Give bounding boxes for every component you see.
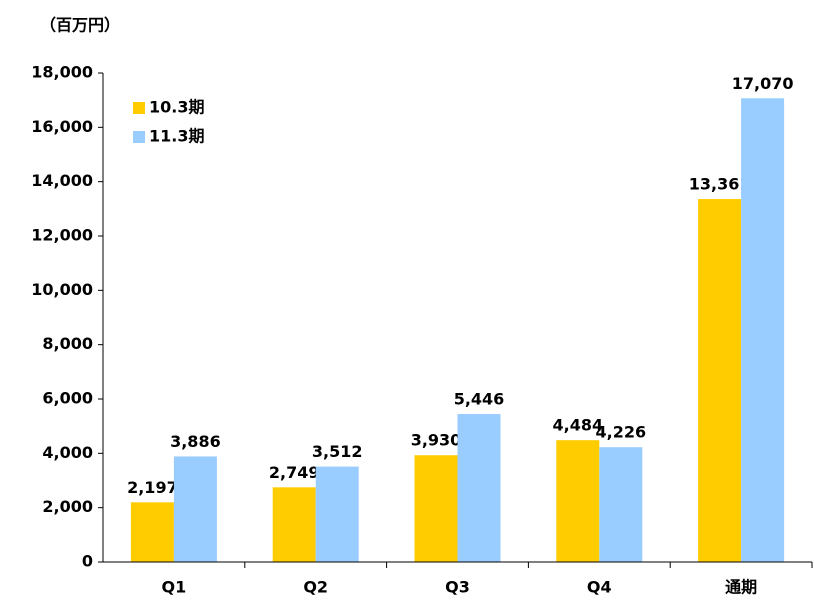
data-label: 4,484 <box>552 416 603 435</box>
bar <box>272 487 316 562</box>
data-label: 17,070 <box>732 74 794 93</box>
bar <box>698 199 742 562</box>
legend-label: 10.3期 <box>149 98 204 117</box>
x-tick-label: Q3 <box>445 578 470 597</box>
y-tick-label: 0 <box>82 552 93 571</box>
bar <box>414 455 458 562</box>
y-tick-label: 16,000 <box>31 117 93 136</box>
bar <box>741 98 785 562</box>
data-label: 13,361 <box>689 175 751 194</box>
bar <box>556 440 600 562</box>
data-label: 5,446 <box>454 390 505 409</box>
y-tick-label: 2,000 <box>42 497 93 516</box>
legend-swatch <box>133 131 145 143</box>
y-tick-label: 10,000 <box>31 280 93 299</box>
bar <box>599 447 643 562</box>
data-label: 2,197 <box>127 478 178 497</box>
x-tick-label: 通期 <box>725 578 757 597</box>
bar <box>315 466 359 562</box>
bar <box>457 414 501 562</box>
legend-label: 11.3期 <box>149 127 204 146</box>
y-tick-label: 6,000 <box>42 389 93 408</box>
x-tick-label: Q4 <box>587 578 612 597</box>
x-tick-label: Q1 <box>162 578 187 597</box>
y-tick-label: 14,000 <box>31 171 93 190</box>
bar <box>173 456 217 562</box>
data-label: 3,886 <box>170 432 221 451</box>
legend-swatch <box>133 102 145 114</box>
x-tick-label: Q2 <box>303 578 328 597</box>
data-label: 3,512 <box>312 442 363 461</box>
y-tick-label: 4,000 <box>42 443 93 462</box>
data-label: 3,930 <box>411 431 462 450</box>
y-tick-label: 18,000 <box>31 63 93 82</box>
data-label: 4,226 <box>595 423 646 442</box>
y-tick-label: 12,000 <box>31 226 93 245</box>
y-tick-label: 8,000 <box>42 334 93 353</box>
bar <box>130 502 174 562</box>
chart-title: （百万円） <box>40 16 120 35</box>
data-label: 2,749 <box>269 463 320 482</box>
